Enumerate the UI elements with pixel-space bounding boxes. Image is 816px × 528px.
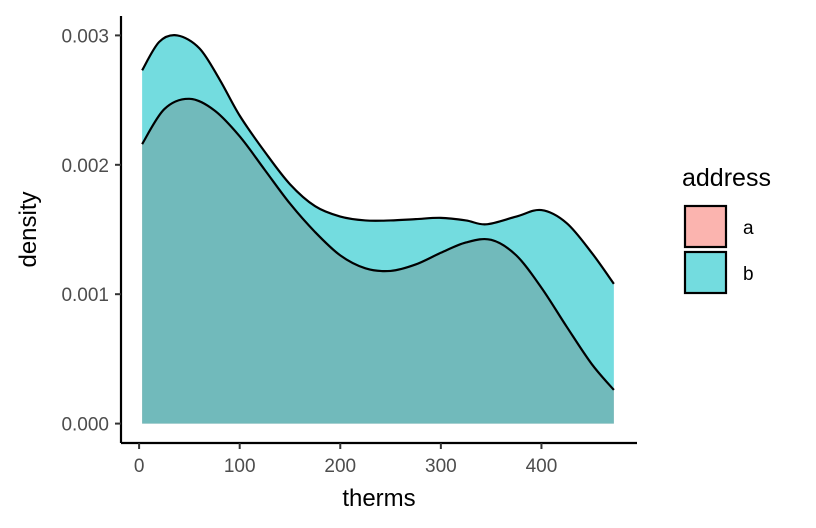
x-tick-label: 100: [224, 456, 256, 477]
y-tick-label: 0.003: [61, 26, 109, 47]
y-axis-ticks: 0.000 0.001 0.002 0.003: [61, 26, 121, 436]
x-tick-label: 0: [134, 456, 145, 477]
y-tick-label: 0.002: [61, 156, 109, 177]
density-area-b: [142, 35, 614, 424]
x-tick-label: 300: [425, 456, 457, 477]
legend-label-b: b: [743, 264, 754, 285]
legend-label-a: a: [743, 218, 754, 239]
y-axis-title: density: [15, 191, 42, 267]
density-line-b: [141, 34, 615, 285]
x-axis-title: therms: [342, 485, 415, 512]
x-tick-label: 200: [324, 456, 356, 477]
x-tick-label: 400: [526, 456, 558, 477]
density-areas: [141, 34, 615, 424]
density-line-a: [141, 97, 615, 391]
axes: [119, 16, 637, 445]
y-tick-label: 0.001: [61, 285, 109, 306]
legend-items: ab: [683, 204, 754, 295]
y-tick-label: 0.000: [61, 415, 109, 436]
legend-title: address: [682, 164, 771, 192]
legend-key-a: [683, 204, 728, 249]
legend: address ab: [682, 164, 771, 295]
legend-key-b: [683, 250, 728, 295]
x-axis-ticks: 0 100 200 300 400: [134, 443, 557, 477]
